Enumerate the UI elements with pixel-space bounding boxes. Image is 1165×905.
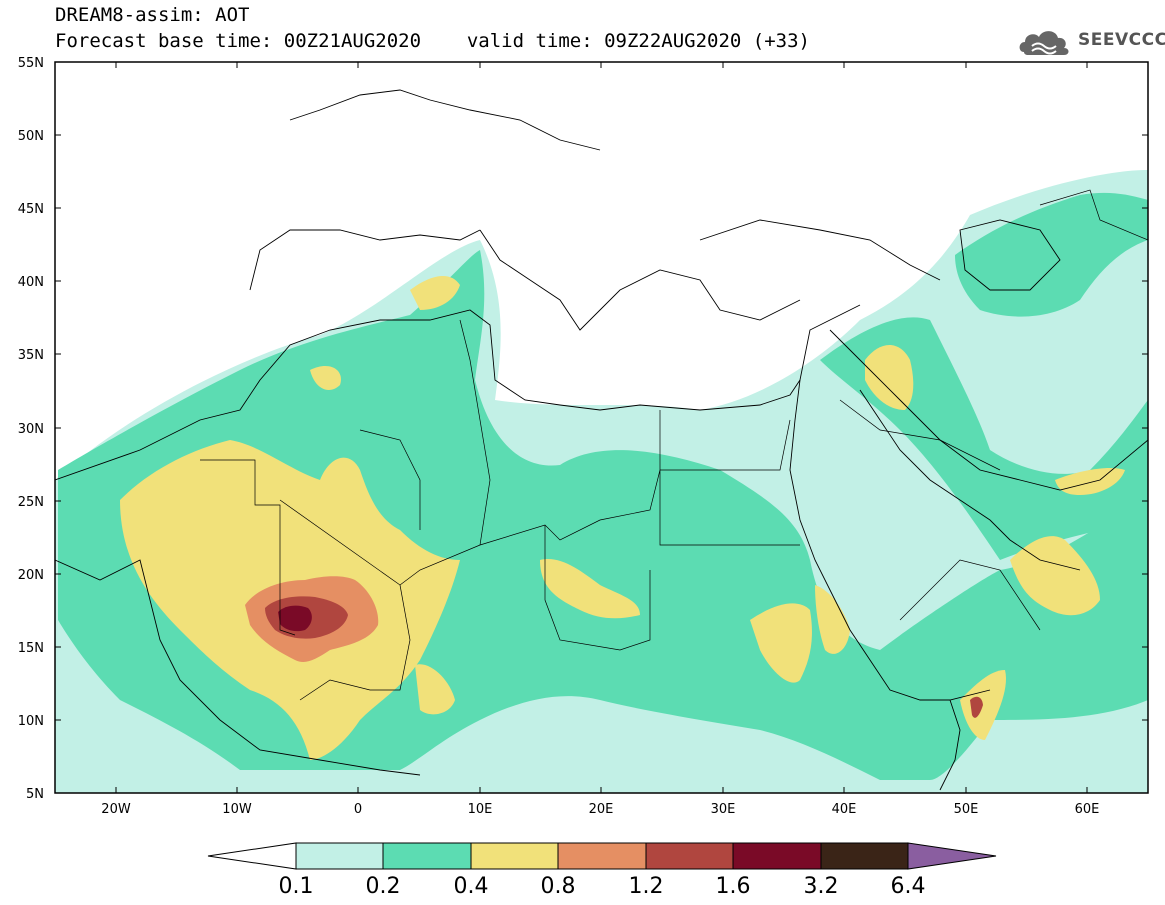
colorbar-segment [295, 842, 384, 870]
lon-label: 40E [832, 802, 857, 817]
colorbar-tick-label: 1.2 [629, 874, 664, 899]
aot-field [55, 170, 1148, 793]
lat-label: 30N [18, 422, 44, 437]
lat-label: 50N [18, 129, 44, 144]
colorbar-segment [382, 842, 472, 870]
lat-label: 20N [18, 568, 44, 583]
colorbar-tick-label: 0.2 [366, 874, 401, 899]
colorbar-segment [732, 842, 822, 870]
lat-label: 5N [26, 787, 44, 802]
lon-label: 10E [468, 802, 493, 817]
lat-label: 45N [18, 202, 44, 217]
colorbar: 0.1 0.2 0.4 0.8 1.2 1.6 3.2 6.4 [207, 842, 997, 899]
logo-text: SEEVCCC [1078, 30, 1165, 50]
colorbar-segment [557, 842, 647, 870]
colorbar-tick-label: 6.4 [891, 874, 926, 899]
colorbar-tick-label: 0.4 [454, 874, 489, 899]
colorbar-lower-arrow [207, 842, 297, 870]
colorbar-segment [645, 842, 734, 870]
colorbar-tick-label: 3.2 [804, 874, 839, 899]
colorbar-segment [820, 842, 909, 870]
lon-label: 10W [222, 802, 252, 817]
colorbar-segment [470, 842, 559, 870]
lon-label: 0 [354, 802, 362, 817]
base-time-label: Forecast base time: 00Z21AUG2020 [55, 30, 422, 52]
colorbar-tick-label: 0.1 [279, 874, 314, 899]
seevccc-logo: SEEVCCC [1018, 24, 1165, 58]
colorbar-tick-label: 0.8 [541, 874, 576, 899]
coastlines [55, 89, 1148, 791]
country-borders [200, 189, 1148, 701]
lon-label: 60E [1075, 802, 1100, 817]
lat-label: 55N [18, 56, 44, 71]
forecast-times: Forecast base time: 00Z21AUG2020 valid t… [55, 30, 810, 52]
cloud-logo-icon [1019, 31, 1069, 55]
lon-label: 50E [954, 802, 979, 817]
lat-label: 35N [18, 348, 44, 363]
axis-ticks [55, 61, 1148, 793]
valid-time-label: valid time: 09Z22AUG2020 (+33) [466, 30, 810, 52]
lon-label: 20E [589, 802, 614, 817]
longitude-labels: 20W 10W 0 10E 20E 30E 40E 50E 60E [101, 802, 1099, 817]
lat-label: 15N [18, 641, 44, 656]
colorbar-upper-arrow [907, 842, 997, 870]
latitude-labels: 55N 50N 45N 40N 35N 30N 25N 20N 15N 10N … [18, 56, 44, 802]
lon-label: 30E [711, 802, 736, 817]
lat-label: 40N [18, 275, 44, 290]
lat-label: 25N [18, 495, 44, 510]
lat-label: 10N [18, 714, 44, 729]
colorbar-tick-label: 1.6 [716, 874, 751, 899]
lon-label: 20W [101, 802, 131, 817]
aot-band-1-6 [278, 605, 312, 632]
map-title: DREAM8-assim: AOT [55, 4, 250, 26]
